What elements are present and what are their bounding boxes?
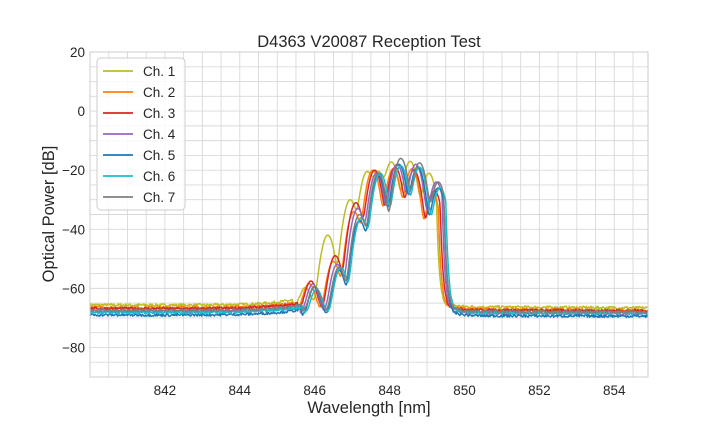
- y-tick-label: −60: [62, 281, 85, 296]
- legend-label-ch-1: Ch. 1: [143, 64, 175, 79]
- x-tick-labels: 842 844 846 848 850 852 854: [154, 383, 626, 398]
- curves: [89, 157, 649, 319]
- x-tick-label: 854: [603, 383, 626, 398]
- x-axis-label: Wavelength [nm]: [307, 399, 430, 417]
- x-tick-label: 842: [154, 383, 177, 398]
- y-tick-label: 20: [70, 45, 85, 60]
- y-axis-label: Optical Power [dB]: [40, 146, 58, 283]
- legend-label-ch-7: Ch. 7: [143, 190, 175, 205]
- x-tick-label: 850: [453, 383, 476, 398]
- y-tick-labels: 20 0 −20 −40 −60 −80: [62, 45, 85, 355]
- legend-label-ch-5: Ch. 5: [143, 148, 175, 163]
- series-line-ch-7: [89, 157, 649, 315]
- x-tick-label: 844: [229, 383, 252, 398]
- x-tick-label: 852: [528, 383, 551, 398]
- y-tick-label: −40: [62, 222, 85, 237]
- x-tick-label: 846: [303, 383, 326, 398]
- plot-frame: [89, 51, 649, 378]
- legend-label-ch-2: Ch. 2: [143, 85, 175, 100]
- series-line-ch-2: [89, 167, 649, 313]
- chart-title: D4363 V20087 Reception Test: [257, 33, 481, 51]
- y-tick-label: 0: [77, 104, 85, 119]
- x-tick-label: 848: [378, 383, 401, 398]
- y-tick-label: −20: [62, 163, 85, 178]
- legend: Ch. 1 Ch. 2 Ch. 3 Ch. 4 Ch. 5 Ch. 6 Ch. 7: [96, 57, 186, 211]
- legend-box: [96, 57, 186, 211]
- y-tick-label: −80: [62, 340, 85, 355]
- legend-label-ch-4: Ch. 4: [143, 127, 176, 142]
- series-line-ch-1: [89, 160, 649, 310]
- legend-label-ch-3: Ch. 3: [143, 106, 175, 121]
- legend-label-ch-6: Ch. 6: [143, 169, 175, 184]
